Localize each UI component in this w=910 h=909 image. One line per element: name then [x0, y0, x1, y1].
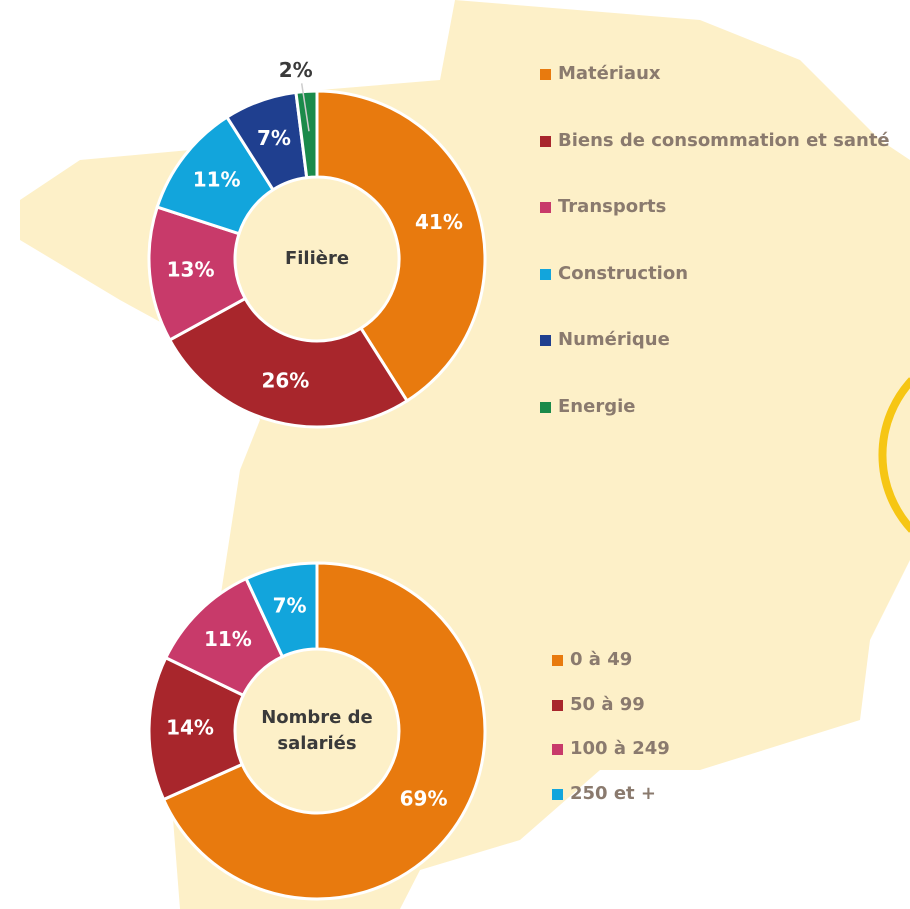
legend-swatch [540, 135, 551, 147]
legend-item: 0 à 49 [552, 648, 910, 672]
value-label: 13% [167, 257, 215, 281]
legend-item: 50 à 99 [552, 693, 910, 717]
value-label: 2% [279, 58, 313, 82]
legend-item: Energie [540, 395, 898, 419]
value-label: 14% [166, 716, 214, 740]
center-label: Filière [284, 248, 350, 269]
value-label: 69% [400, 787, 448, 811]
slice [244, 561, 319, 659]
legend-label: Energie [558, 396, 636, 417]
legend-label: Biens de consommation et santé [558, 129, 890, 151]
legend-label: Construction [558, 262, 689, 284]
legend-label: Numérique [558, 329, 670, 351]
leader-line [300, 83, 310, 132]
legend-label: Matériaux [558, 63, 661, 84]
slice [161, 561, 487, 901]
legend-swatch [540, 69, 551, 80]
legend-item: Matériaux [540, 62, 898, 86]
legend-swatch [540, 268, 551, 280]
value-label: 26% [261, 369, 309, 393]
legend-swatch [540, 335, 551, 347]
legend-label: 100 à 249 [570, 738, 670, 759]
center-label: Nombre de salariés [261, 707, 373, 754]
legend-swatch [552, 788, 563, 800]
legend-swatch [552, 655, 563, 666]
legend-swatch [552, 699, 563, 711]
value-label: 11% [193, 168, 241, 192]
legend-item: Transports [540, 195, 898, 219]
slice [315, 89, 487, 403]
legend-item: Numérique [540, 328, 898, 352]
legend-label: 50 à 99 [570, 693, 645, 715]
legend-item: Biens de consommation et santé [540, 129, 898, 153]
legend-item: Construction [540, 262, 898, 286]
legend-swatch [540, 402, 551, 413]
slice [167, 296, 410, 429]
legend-item: 250 et + [552, 782, 910, 806]
legend-label: 250 et + [570, 782, 657, 804]
yellow-arc [878, 377, 910, 533]
value-label: 7% [273, 593, 307, 617]
value-label: 41% [415, 210, 463, 234]
legend-swatch [552, 744, 563, 755]
legend-label: Transports [558, 196, 667, 218]
legend-label: 0 à 49 [570, 649, 633, 670]
legend-item: 100 à 249 [552, 737, 910, 761]
value-label: 11% [204, 627, 252, 651]
legend-swatch [540, 202, 551, 214]
value-label: 7% [257, 126, 291, 150]
